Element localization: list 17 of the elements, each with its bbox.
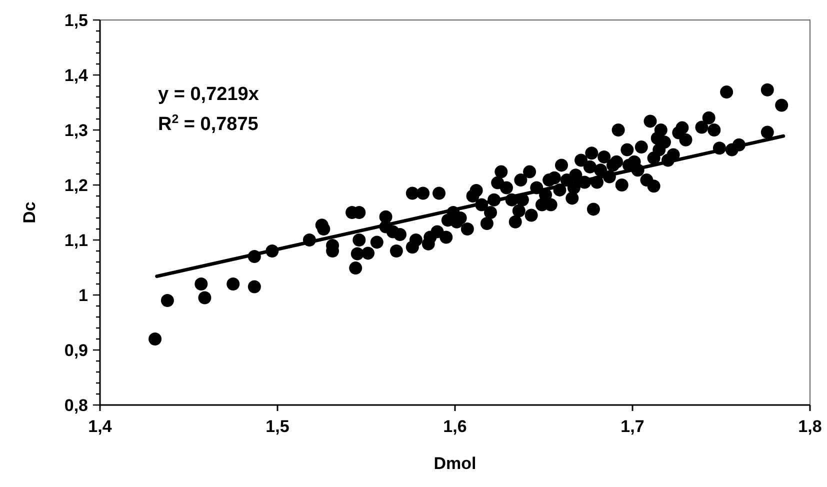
x-tick-label: 1,7 bbox=[620, 417, 644, 436]
y-tick-label: 1,5 bbox=[64, 10, 88, 30]
y-axis-title: Dc bbox=[20, 202, 39, 224]
y-tick-label: 1,2 bbox=[64, 176, 88, 195]
y-tick-label: 0,8 bbox=[64, 396, 88, 415]
y-tick-label: 1 bbox=[78, 286, 88, 305]
y-tick-label: 1,4 bbox=[64, 66, 89, 85]
x-tick-label: 1,5 bbox=[266, 417, 290, 436]
y-tick-label: 0,9 bbox=[64, 340, 88, 360]
y-tick-label: 1,3 bbox=[64, 120, 88, 140]
x-axis-title: Dmol bbox=[434, 454, 476, 473]
x-tick-label: 1,4 bbox=[88, 417, 112, 436]
x-tick-label: 1,6 bbox=[443, 417, 467, 436]
annotation: R$^{2}$ = 0,7875 bbox=[158, 112, 259, 135]
x-tick-label: 1,8 bbox=[798, 417, 822, 436]
annotation: y = 0,7219x bbox=[158, 84, 260, 105]
y-tick-label: 1,1 bbox=[64, 230, 88, 250]
